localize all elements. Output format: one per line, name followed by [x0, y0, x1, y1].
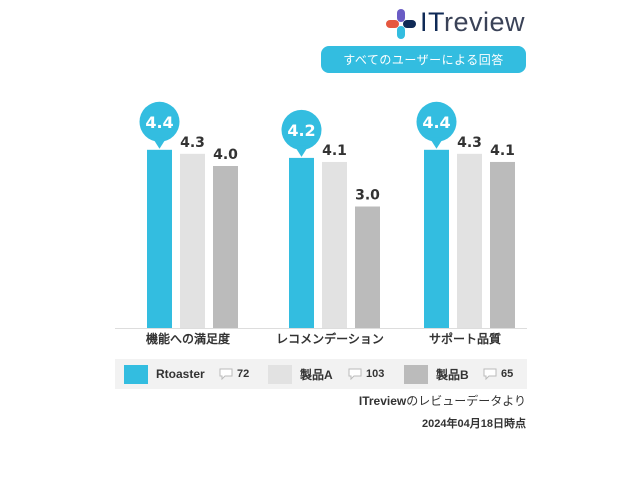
value-label: 3.0 — [355, 188, 380, 204]
legend-count-product-a: 103 — [348, 359, 384, 389]
bar-product-b-1 — [355, 206, 380, 328]
category-label: 機能への満足度 — [146, 331, 231, 346]
logo-text-review: review — [444, 7, 526, 37]
bar-product-b-0 — [213, 166, 238, 328]
legend-item-rtoaster: Rtoaster — [124, 359, 205, 389]
value-bubble — [139, 101, 180, 142]
legend-count-rtoaster: 72 — [219, 359, 249, 389]
legend-label-product-b: 製品B — [436, 367, 469, 382]
bar-product-b-2 — [490, 161, 515, 328]
bar-chart: 4.4 4.3 4.0 機能への満足度 4.2 4.1 3.0 レコメンデーション 4.4 4.3… — [115, 101, 527, 346]
value-label: 4.0 — [213, 147, 238, 163]
comment-icon — [348, 368, 362, 380]
value-bubble-pointer — [294, 145, 309, 157]
category-label: レコメンデーション — [276, 331, 384, 346]
data-source-note: ITreviewのレビューデータより — [358, 394, 526, 408]
value-label: 4.2 — [287, 121, 315, 140]
as-of-date: 2024年04月18日時点 — [422, 418, 526, 430]
value-bubble-pointer — [152, 137, 167, 149]
value-label: 4.1 — [490, 143, 515, 159]
legend: Rtoaster 72 製品A 103 製品B 65 — [115, 359, 527, 389]
value-label: 4.3 — [457, 135, 482, 151]
value-label: 4.4 — [422, 113, 450, 132]
bar-rtoaster-0 — [147, 149, 172, 328]
legend-swatch-product-b — [404, 364, 428, 384]
value-label: 4.3 — [180, 135, 205, 151]
value-bubble — [416, 101, 457, 142]
value-label: 4.1 — [322, 143, 347, 159]
value-label: 4.4 — [145, 113, 173, 132]
legend-item-product-b: 製品B — [404, 359, 469, 389]
category-label: サポート品質 — [429, 331, 501, 346]
legend-label-product-a: 製品A — [300, 367, 333, 382]
bar-product-a-2 — [457, 153, 482, 328]
bar-product-a-0 — [180, 153, 205, 328]
value-bubble — [281, 109, 322, 150]
itreview-logo: ITreview — [386, 7, 528, 39]
legend-swatch-product-a — [268, 364, 292, 384]
bar-rtoaster-2 — [424, 149, 449, 328]
legend-label-rtoaster: Rtoaster — [156, 367, 205, 381]
legend-count-product-b: 65 — [483, 359, 513, 389]
cross-logo-icon — [386, 9, 416, 39]
comment-icon — [219, 368, 233, 380]
bar-rtoaster-1 — [289, 157, 314, 328]
legend-swatch-rtoaster — [124, 364, 148, 384]
legend-item-product-a: 製品A — [268, 359, 333, 389]
subtitle-text: すべてのユーザーによる回答 — [343, 53, 504, 67]
logo-text-it: IT — [420, 7, 444, 37]
comment-icon — [483, 368, 497, 380]
bar-product-a-1 — [322, 161, 347, 328]
logo-wordmark: ITreview — [420, 7, 525, 37]
value-bubble-pointer — [429, 137, 444, 149]
subtitle-badge: すべてのユーザーによる回答 — [321, 46, 526, 73]
